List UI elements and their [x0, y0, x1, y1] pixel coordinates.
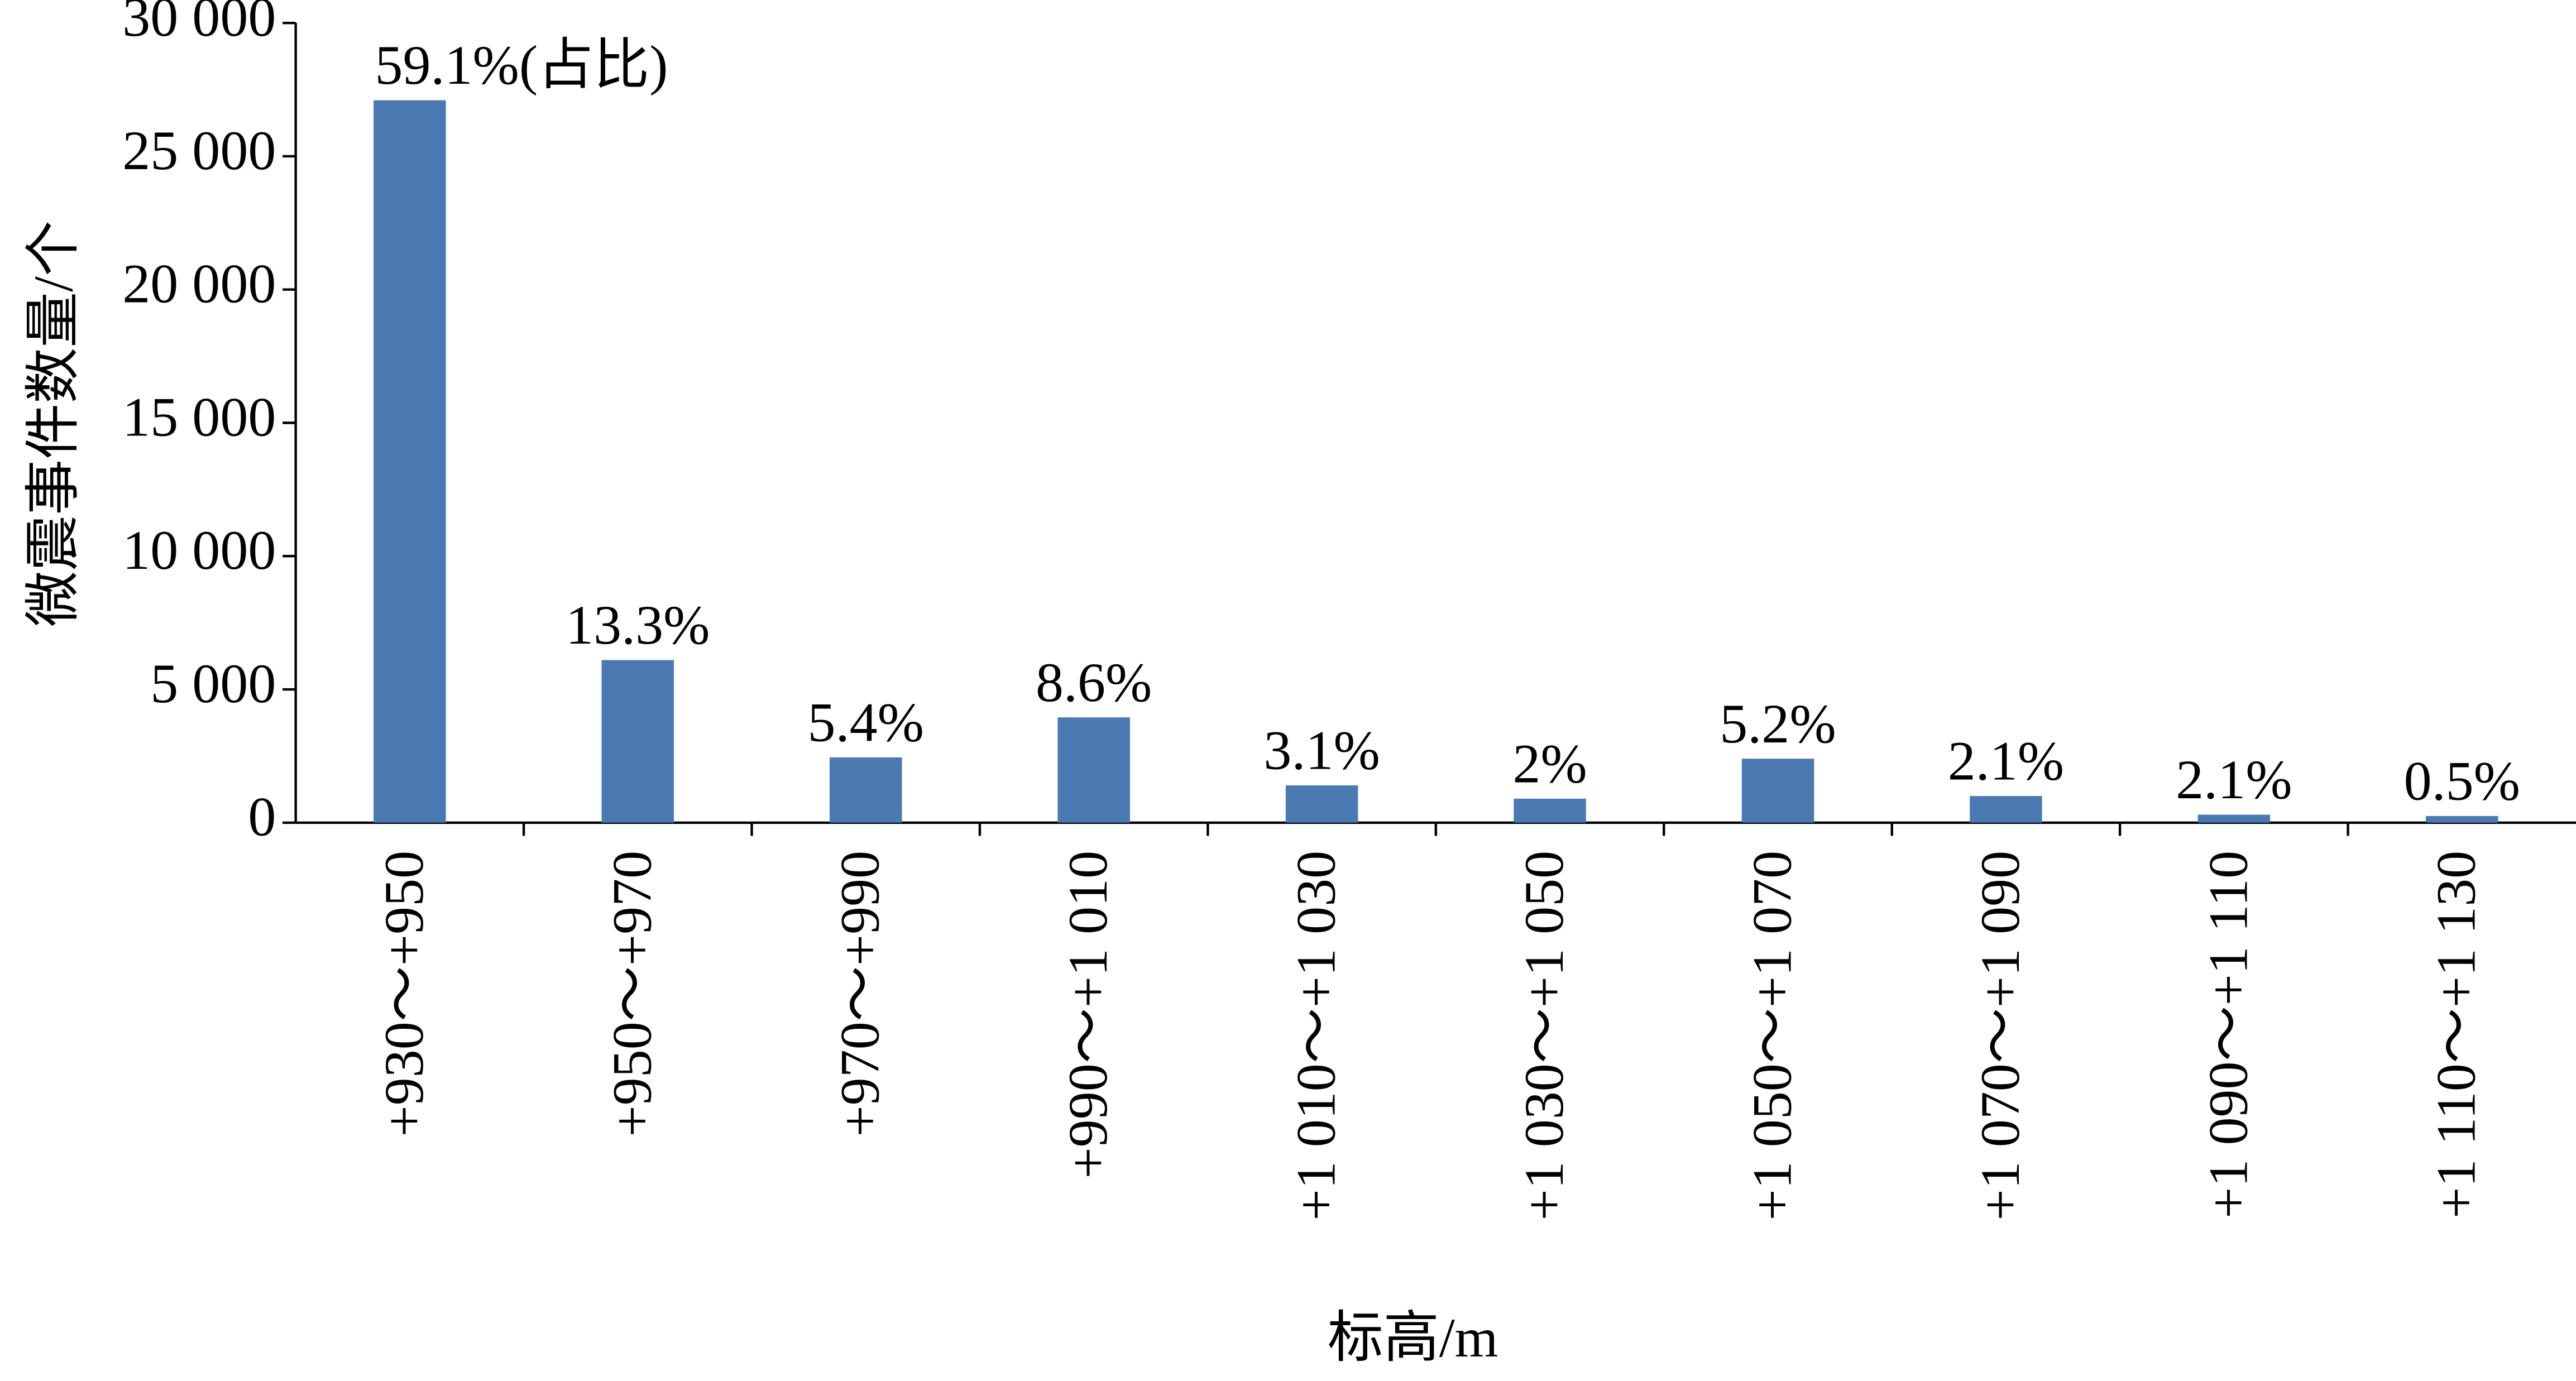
annotation: 2% [1512, 732, 1587, 794]
annotation: 59.1%(占比) [375, 34, 668, 96]
bar [1741, 759, 1814, 823]
x-tick-label: +1 010～+1 030 [1285, 851, 1347, 1221]
bar [1970, 796, 2042, 823]
y-tick-label: 5 000 [150, 653, 276, 715]
bar [1514, 798, 1586, 823]
y-axis-title: 微震事件数量/个 [22, 220, 84, 627]
annotation: 5.2% [1720, 693, 1836, 755]
annotation: 2.1% [2176, 749, 2292, 811]
annotation: 2.1% [1948, 730, 2064, 792]
y-tick-label: 10 000 [122, 519, 276, 581]
x-tick-label: +1 090～+1 110 [2197, 851, 2259, 1219]
bar [2426, 816, 2498, 823]
x-tick-label: +970～+990 [829, 851, 891, 1137]
x-tick-label: +930～+950 [373, 851, 435, 1137]
x-tick-label: +950～+970 [601, 851, 663, 1137]
x-axis-title: 标高/m [1328, 1307, 1498, 1369]
annotation: 5.4% [808, 691, 924, 753]
bar [601, 660, 674, 823]
y-tick-label: 25 000 [122, 119, 276, 181]
y-tick-label: 0 [248, 786, 276, 848]
x-tick-label: +1 050～+1 070 [1741, 851, 1803, 1221]
annotation: 8.6% [1036, 651, 1152, 713]
annotation: 0.5% [2404, 750, 2520, 812]
y-tick-label: 30 000 [122, 0, 276, 48]
bar [1057, 717, 1130, 823]
x-tick-label: +1 110～+1 130 [2425, 851, 2487, 1219]
bar [2197, 814, 2271, 823]
x-tick-label: +1 030～+1 050 [1513, 851, 1575, 1221]
bar [374, 100, 446, 823]
y-tick-label: 20 000 [122, 253, 276, 315]
x-tick-label: +1 070～+1 090 [1969, 851, 2031, 1221]
annotation: 13.3% [566, 594, 710, 656]
y-tick-label: 15 000 [122, 386, 276, 448]
bar [830, 757, 902, 823]
x-tick-label: +990～+1 010 [1057, 851, 1119, 1179]
annotation: 3.1% [1263, 720, 1380, 781]
bar [1285, 785, 1358, 823]
